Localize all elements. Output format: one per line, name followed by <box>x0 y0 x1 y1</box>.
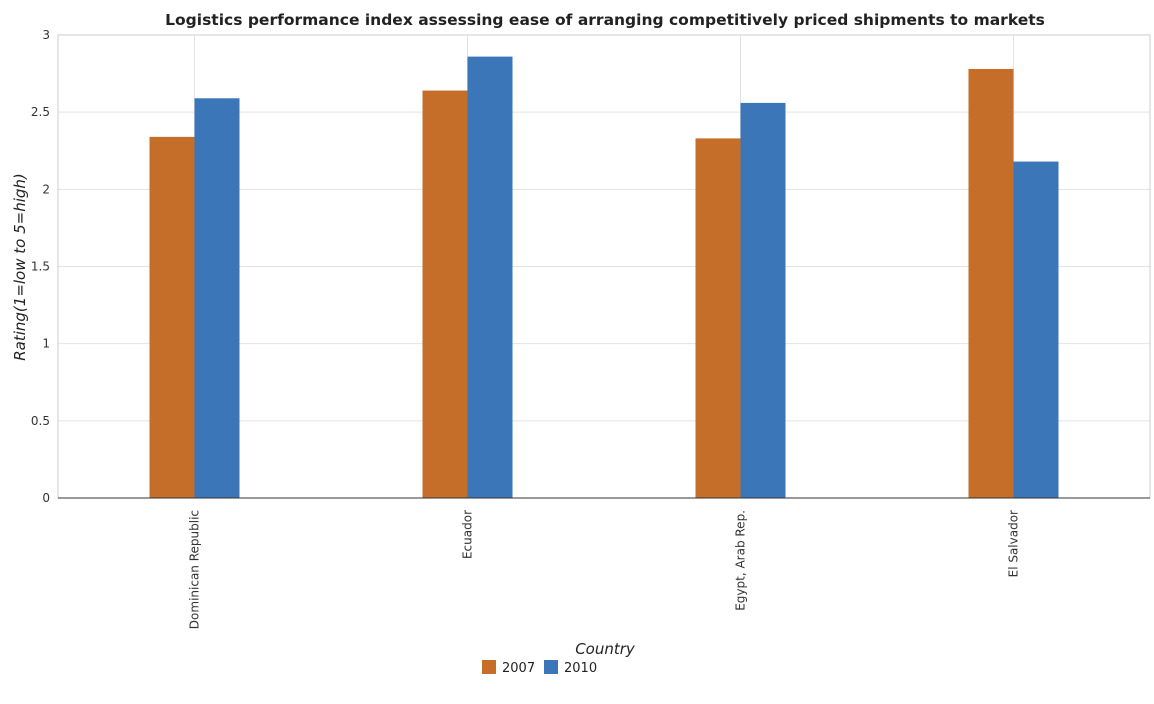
y-tick-label: 2.5 <box>31 105 50 119</box>
legend-swatch-2010 <box>544 660 558 674</box>
legend: 2007 2010 <box>482 660 597 676</box>
x-tick-label: El Salvador <box>1007 510 1021 577</box>
legend-label-2007: 2007 <box>502 661 535 676</box>
bar-2007 <box>149 136 195 499</box>
x-tick-label: Ecuador <box>461 510 475 559</box>
legend-label-2010: 2010 <box>564 661 597 676</box>
x-tick-label: Dominican Republic <box>188 510 202 629</box>
axes: 0 0.5 1 1.5 2 2.5 3 Dominican Republic Ecuador Eg… <box>31 28 1151 629</box>
bar-2010 <box>1013 161 1059 498</box>
bar-2010 <box>740 102 786 498</box>
bar-2010 <box>467 56 513 499</box>
x-axis-label: Country <box>575 640 636 658</box>
legend-swatch-2007 <box>482 660 496 674</box>
bar-2007 <box>968 68 1014 498</box>
y-tick-label: 2 <box>42 182 50 196</box>
y-tick-label: 0 <box>42 491 50 505</box>
bar-2007 <box>695 138 741 499</box>
bar-2010 <box>194 98 240 498</box>
bar-2007 <box>422 90 468 498</box>
y-tick-label: 3 <box>42 28 50 42</box>
y-tick-label: 1 <box>42 337 50 351</box>
bars <box>149 56 1059 499</box>
y-axis-label: Rating(1=low to 5=high) <box>11 173 29 361</box>
chart-title: Logistics performance index assessing ea… <box>165 11 1045 29</box>
y-tick-label: 0.5 <box>31 414 50 428</box>
x-tick-label: Egypt, Arab Rep. <box>734 510 748 611</box>
y-tick-label: 1.5 <box>31 260 50 274</box>
